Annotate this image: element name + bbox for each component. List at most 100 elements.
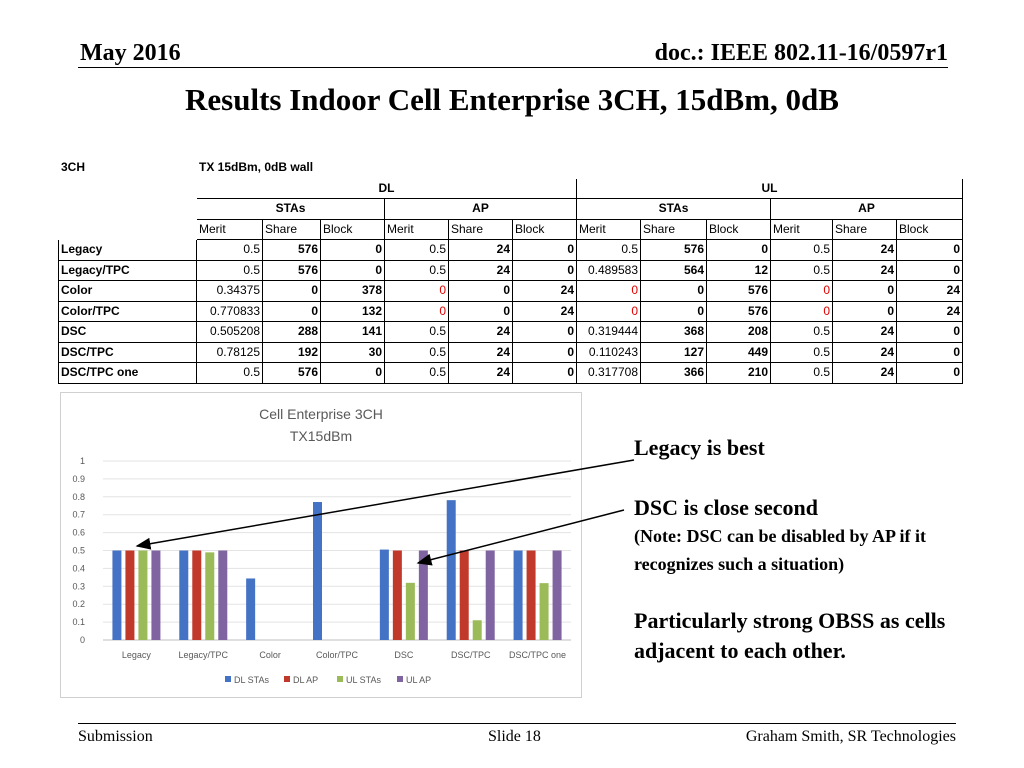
bar bbox=[151, 550, 161, 640]
x-tick-label: DSC/TPC bbox=[451, 650, 491, 660]
results-table: 3CH TX 15dBm, 0dB wall DL UL STAs AP STA… bbox=[58, 157, 963, 384]
x-tick-label: Legacy/TPC bbox=[179, 650, 229, 660]
bar bbox=[526, 550, 536, 640]
table-cell: 449 bbox=[706, 341, 771, 363]
bar bbox=[192, 550, 202, 640]
legend-swatch bbox=[225, 676, 231, 682]
table-config-label: TX 15dBm, 0dB wall bbox=[199, 160, 314, 175]
footer-slide-number: Slide 18 bbox=[488, 728, 541, 745]
legend-swatch bbox=[337, 676, 343, 682]
table-row: Color 0.34375 0 378 0 0 24 0 0 576 0 0 24 bbox=[58, 280, 963, 302]
table-cell: 0.770833 bbox=[196, 300, 263, 322]
table-cell: 24 bbox=[832, 362, 897, 384]
note-dsc-second: DSC is close second bbox=[634, 495, 818, 520]
bar bbox=[405, 582, 415, 640]
arrow-legacy bbox=[135, 459, 635, 550]
x-tick-label: Color bbox=[259, 650, 281, 660]
header-divider bbox=[78, 67, 948, 68]
bar bbox=[379, 549, 389, 640]
table-cell: 0.5 bbox=[384, 362, 449, 384]
table-cell: 0 bbox=[320, 362, 385, 384]
table-cell: 288 bbox=[262, 321, 321, 343]
slide-title: Results Indoor Cell Enterprise 3CH, 15dB… bbox=[185, 82, 839, 117]
bar bbox=[246, 578, 256, 640]
arrow-dsc bbox=[416, 509, 625, 566]
legend-label: UL STAs bbox=[346, 675, 382, 685]
note-legacy-best: Legacy is best bbox=[634, 435, 765, 460]
table-row: DSC 0.505208 288 141 0.5 24 0 0.319444 368 208 0.5… bbox=[58, 321, 963, 343]
bar-chart: Cell Enterprise 3CH TX15dBm 0 0.1 0.2 0.3 0.… bbox=[60, 392, 582, 698]
table-cell: 127 bbox=[640, 341, 707, 363]
y-tick-label: 0.8 bbox=[72, 492, 85, 502]
bar bbox=[459, 550, 469, 640]
table-cell: 210 bbox=[706, 362, 771, 384]
bar bbox=[179, 550, 189, 640]
y-tick-label: 0.2 bbox=[72, 599, 85, 609]
footer-submission: Submission bbox=[78, 728, 153, 745]
results-table-container: 3CH TX 15dBm, 0dB wall DL UL STAs AP STA… bbox=[58, 157, 963, 384]
y-tick-label: 0.1 bbox=[72, 617, 85, 627]
bar bbox=[218, 550, 228, 640]
bar bbox=[205, 552, 215, 640]
row-label: DSC/TPC bbox=[58, 341, 197, 363]
notes-panel: Legacy is best DSC is close second (Note… bbox=[634, 434, 994, 666]
x-tick-label: Legacy bbox=[122, 650, 152, 660]
x-tick-label: Color/TPC bbox=[316, 650, 359, 660]
legend-swatch bbox=[284, 676, 290, 682]
table-row: DSC/TPC 0.78125 192 30 0.5 24 0 0.110243 127 449 0… bbox=[58, 341, 963, 363]
table-row: DSC/TPC one 0.5 576 0 0.5 24 0 0.317708 366 210 0.… bbox=[58, 362, 963, 384]
legend-label: DL AP bbox=[293, 675, 318, 685]
table-cell: 576 bbox=[262, 362, 321, 384]
table-cell: 24 bbox=[448, 259, 513, 281]
chart-title: Cell Enterprise 3CH bbox=[259, 406, 383, 422]
bar bbox=[418, 550, 428, 640]
bar bbox=[313, 502, 322, 640]
table-cell: 0.505208 bbox=[196, 321, 263, 343]
note-dsc-disable: (Note: DSC can be disabled by AP if it r… bbox=[634, 526, 927, 574]
footer-author: Graham Smith, SR Technologies bbox=[745, 728, 956, 745]
bar bbox=[485, 550, 495, 640]
y-tick-label: 0 bbox=[80, 635, 85, 645]
column-header: Share bbox=[640, 218, 707, 240]
y-tick-label: 0.7 bbox=[72, 510, 85, 520]
y-tick-label: 0.3 bbox=[72, 581, 85, 591]
bar bbox=[539, 583, 549, 640]
table-cell: 24 bbox=[448, 362, 513, 384]
header-doc-id: doc.: IEEE 802.11-16/0597r1 bbox=[654, 40, 948, 66]
table-cell: 141 bbox=[320, 321, 385, 343]
y-tick-label: 0.4 bbox=[72, 563, 85, 573]
table-row: Legacy/TPC 0.5 576 0 0.5 24 0 0.489583 564 12 0.5 2… bbox=[58, 259, 963, 281]
y-tick-label: 0.5 bbox=[72, 546, 85, 556]
bar-chart-svg: Cell Enterprise 3CH TX15dBm 0 0.1 0.2 0.3 0.… bbox=[72, 406, 571, 685]
bar bbox=[513, 550, 523, 640]
y-tick-label: 0.9 bbox=[72, 474, 85, 484]
note-obss: Particularly strong OBSS as cells adjace… bbox=[634, 608, 946, 663]
bar bbox=[138, 550, 148, 640]
table-cell: 0.317708 bbox=[576, 362, 641, 384]
table-cell: 24 bbox=[832, 341, 897, 363]
bar bbox=[392, 550, 402, 640]
x-tick-label: DSC/TPC one bbox=[509, 650, 566, 660]
bar bbox=[552, 550, 562, 640]
x-tick-label: DSC bbox=[394, 650, 414, 660]
table-cell: 0.489583 bbox=[576, 259, 641, 281]
table-corner-label: 3CH bbox=[61, 160, 86, 175]
table-cell: 0.5 bbox=[384, 239, 449, 261]
y-tick-label: 1 bbox=[80, 456, 85, 466]
bar bbox=[472, 620, 482, 640]
y-tick-label: 0.6 bbox=[72, 528, 85, 538]
legend-label: DL STAs bbox=[234, 675, 270, 685]
footer-divider bbox=[78, 723, 956, 724]
bar bbox=[125, 550, 135, 640]
table-cell: 576 bbox=[640, 239, 707, 261]
column-header: Merit bbox=[576, 218, 641, 240]
bar bbox=[112, 550, 122, 640]
bar bbox=[446, 500, 456, 640]
legend-label: UL AP bbox=[406, 675, 431, 685]
header-date: May 2016 bbox=[80, 40, 181, 66]
chart-subtitle: TX15dBm bbox=[290, 428, 352, 444]
table-cell: 0 bbox=[896, 362, 963, 384]
row-label: DSC/TPC one bbox=[58, 362, 197, 384]
legend-swatch bbox=[397, 676, 403, 682]
